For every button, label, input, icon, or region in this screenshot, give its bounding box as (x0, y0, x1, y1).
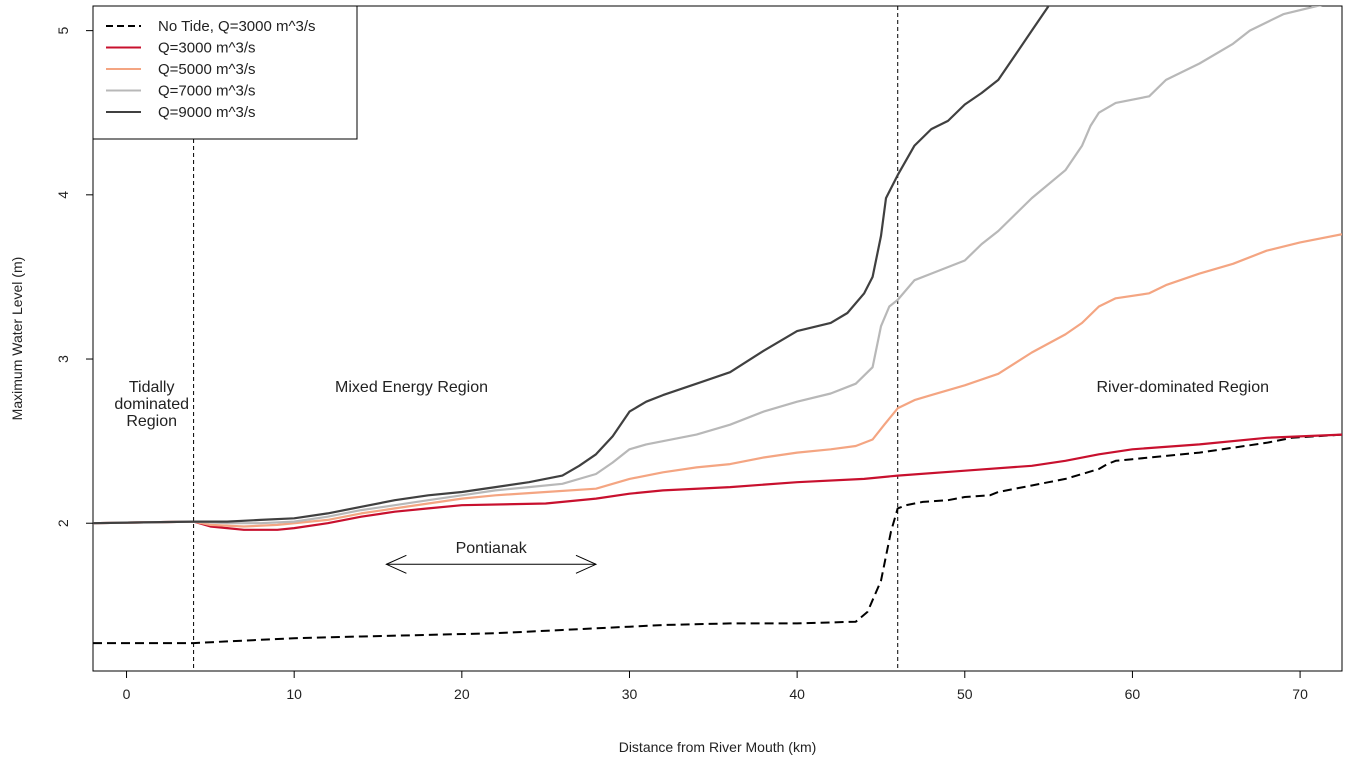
x-tick-label: 0 (123, 686, 131, 702)
x-axis-title: Distance from River Mouth (km) (619, 739, 817, 755)
legend-label: Q=5000 m^3/s (158, 61, 256, 78)
x-tick-label: 40 (789, 686, 805, 702)
y-tick-label: 4 (55, 191, 71, 199)
region-label: dominated (114, 396, 189, 413)
plot-frame (92, 5, 1343, 672)
region-label: Mixed Energy Region (335, 379, 488, 396)
pontianak-arrow-head-left (385, 554, 407, 574)
legend-label: Q=9000 m^3/s (158, 104, 256, 121)
y-tick-label: 2 (55, 519, 71, 527)
x-tick-label: 50 (957, 686, 973, 702)
series-line (93, 433, 1342, 531)
pontianak-arrow-head-right (575, 554, 598, 574)
y-tick-label: 5 (55, 27, 71, 35)
region-label: Tidally (129, 379, 175, 396)
series-line (93, 433, 1342, 645)
legend-label: Q=3000 m^3/s (158, 40, 256, 57)
x-tick-label: 30 (622, 686, 638, 702)
legend-label: No Tide, Q=3000 m^3/s (158, 18, 316, 35)
pontianak-label: Pontianak (456, 540, 528, 557)
series-line (93, 6, 1323, 525)
legend-label: Q=7000 m^3/s (158, 83, 256, 100)
region-label: Region (126, 413, 177, 430)
y-axis-title: Maximum Water Level (m) (9, 257, 25, 421)
series-group (93, 6, 1342, 645)
x-tick-label: 70 (1292, 686, 1308, 702)
x-tick-label: 60 (1125, 686, 1141, 702)
region-label: River-dominated Region (1096, 379, 1269, 396)
series-line (93, 233, 1342, 528)
y-tick-label: 3 (55, 355, 71, 363)
legend-box (92, 5, 358, 140)
series-line (93, 6, 1051, 525)
x-tick-label: 20 (454, 686, 470, 702)
x-tick-label: 10 (286, 686, 302, 702)
